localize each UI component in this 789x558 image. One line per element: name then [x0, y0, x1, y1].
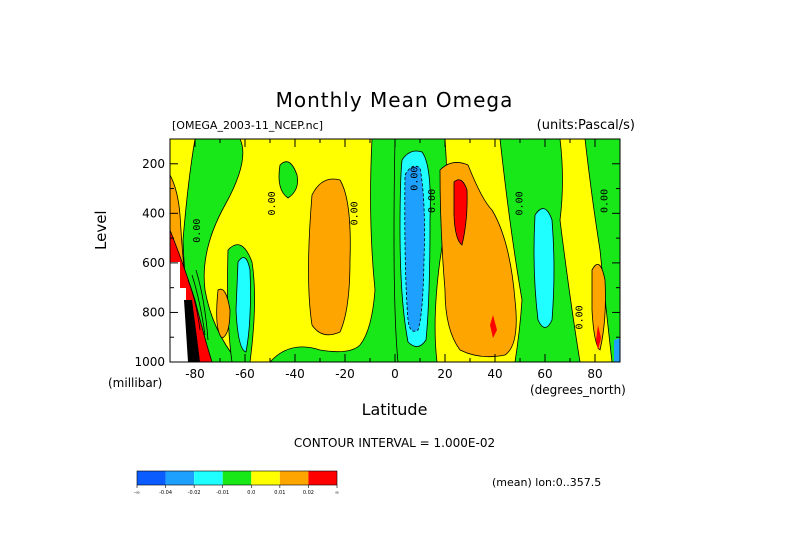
units-label: (units:Pascal/s): [536, 118, 635, 133]
x-tick-label: -80: [185, 367, 205, 381]
y-tick-label: 800: [142, 305, 165, 319]
colorbar-swatch: [279, 471, 309, 485]
colorbar-label: 0.0: [247, 490, 255, 496]
colorbar-label: -∞: [134, 490, 140, 496]
y-tick-label: 200: [142, 157, 165, 171]
colorbar-swatch: [194, 471, 223, 485]
colorbar-label: 0.02: [303, 490, 314, 496]
x-tick-label: -20: [335, 367, 355, 381]
region-terrain-white: [170, 262, 190, 362]
colorbar-label: ∞: [335, 490, 339, 496]
x-axis-unit: (degrees_north): [530, 383, 626, 397]
contour-labels: 0.00 0.00 0.00 0.00 0.00 0.00 0.00 0.00: [192, 167, 611, 330]
x-axis-label: Latitude: [361, 400, 428, 419]
region-blue-equator: [404, 165, 425, 332]
region-green-pole: [584, 139, 620, 362]
mean-longitude-note: (mean) lon:0..357.5: [492, 476, 602, 489]
dataset-label: [OMEGA_2003-11_NCEP.nc]: [172, 119, 323, 132]
contour-label: 0.00: [350, 201, 361, 225]
contour-label: 0.00: [267, 191, 278, 215]
contour-label: 0.00: [515, 191, 526, 215]
contour-label: 0.00: [192, 219, 203, 243]
dense-contours: [187, 269, 209, 341]
x-tick-label: 20: [437, 367, 452, 381]
region-red-small: [490, 315, 497, 338]
colorbar-label: -0.02: [188, 490, 201, 496]
y-tick-label: 400: [142, 206, 165, 220]
region-cyan-north: [533, 208, 555, 328]
colorbar: -∞ -0.04 -0.02 -0.01 0.0 0.01 0.02 ∞: [134, 470, 339, 496]
colorbar-swatch: [165, 471, 195, 485]
region-blue-corner: [614, 338, 620, 362]
region-cyan-south: [235, 257, 251, 353]
contour-label: 0.00: [575, 305, 586, 329]
region-red-pole: [596, 325, 601, 350]
contour-fill: [170, 139, 620, 362]
region-terrain-black: [184, 300, 200, 362]
axis-ticks: -80 -60 -40 -20 0 20 40 60 80 200 400 600 800 1000: [134, 138, 621, 381]
x-tick-label: 0: [391, 367, 399, 381]
y-axis-unit: (millibar): [108, 376, 163, 390]
x-tick-label: -60: [235, 367, 255, 381]
y-tick-label: 1000: [134, 355, 165, 369]
contour-interval: CONTOUR INTERVAL = 1.000E-02: [293, 436, 496, 450]
region-orange-south: [308, 178, 351, 336]
contour-label: 0.00: [427, 189, 438, 213]
x-tick-label: -40: [285, 367, 305, 381]
colorbar-swatch: [222, 471, 252, 485]
region-orange-pole: [591, 263, 606, 351]
colorbar-label: -0.04: [159, 490, 172, 496]
colorbar-swatch: [251, 471, 280, 485]
colorbar-frame: [136, 470, 338, 486]
contour-label: 0.00: [410, 167, 421, 191]
region-red-north: [453, 179, 468, 246]
colorbar-swatch: [308, 471, 337, 485]
colorbar-swatch: [137, 471, 166, 485]
chart-title: Monthly Mean Omega: [275, 88, 514, 112]
x-tick-label: 60: [537, 367, 552, 381]
region-green-patch: [278, 161, 298, 199]
x-tick-label: 40: [487, 367, 502, 381]
region-orange-small: [216, 288, 231, 339]
y-tick-label: 600: [142, 256, 165, 270]
x-tick-label: 80: [587, 367, 602, 381]
region-green-south: [182, 139, 244, 362]
colorbar-label: -0.01: [216, 490, 229, 496]
contour-label: 0.00: [600, 189, 611, 213]
colorbar-label: 0.01: [274, 490, 285, 496]
